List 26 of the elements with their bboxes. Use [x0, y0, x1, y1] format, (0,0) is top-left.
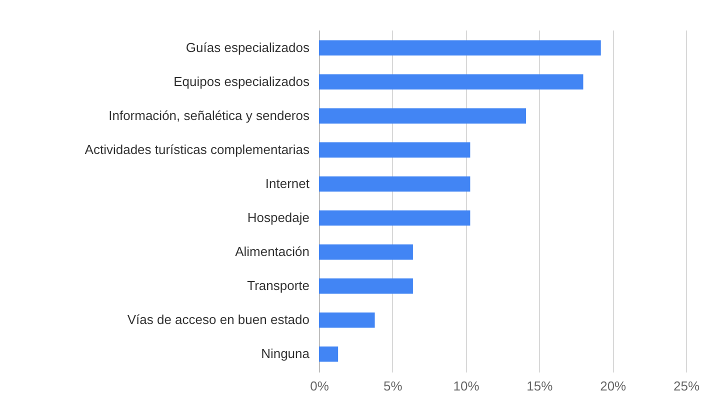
y-tick-label: Información, señalética y senderos	[108, 108, 310, 123]
x-tick-label: 10%	[453, 378, 480, 394]
bar	[319, 278, 413, 294]
x-tick-label: 20%	[600, 378, 627, 394]
y-tick-label: Internet	[265, 176, 310, 191]
bar	[319, 312, 375, 328]
y-tick-label: Vías de acceso en buen estado	[127, 312, 310, 328]
x-tick-label: 0%	[310, 378, 330, 394]
y-tick-label: Transporte	[247, 278, 310, 294]
bar	[319, 210, 470, 226]
x-tick-label: 15%	[526, 378, 554, 394]
bar	[319, 108, 526, 124]
bar	[319, 244, 413, 260]
y-tick-label: Ninguna	[261, 346, 310, 362]
bar	[319, 346, 338, 362]
y-tick-label: Alimentación	[235, 244, 310, 260]
y-tick-label: Actividades turísticas complementarias	[84, 142, 310, 157]
bar	[319, 40, 601, 56]
y-tick-label: Equipos especializados	[174, 74, 310, 89]
bar	[319, 142, 470, 158]
y-tick-label: Guías especializados	[186, 40, 310, 55]
bar	[319, 74, 584, 90]
x-tick-label: 5%	[384, 378, 403, 394]
x-tick-label: 25%	[673, 378, 700, 394]
y-tick-label: Hospedaje	[247, 210, 310, 226]
bar	[319, 176, 470, 192]
